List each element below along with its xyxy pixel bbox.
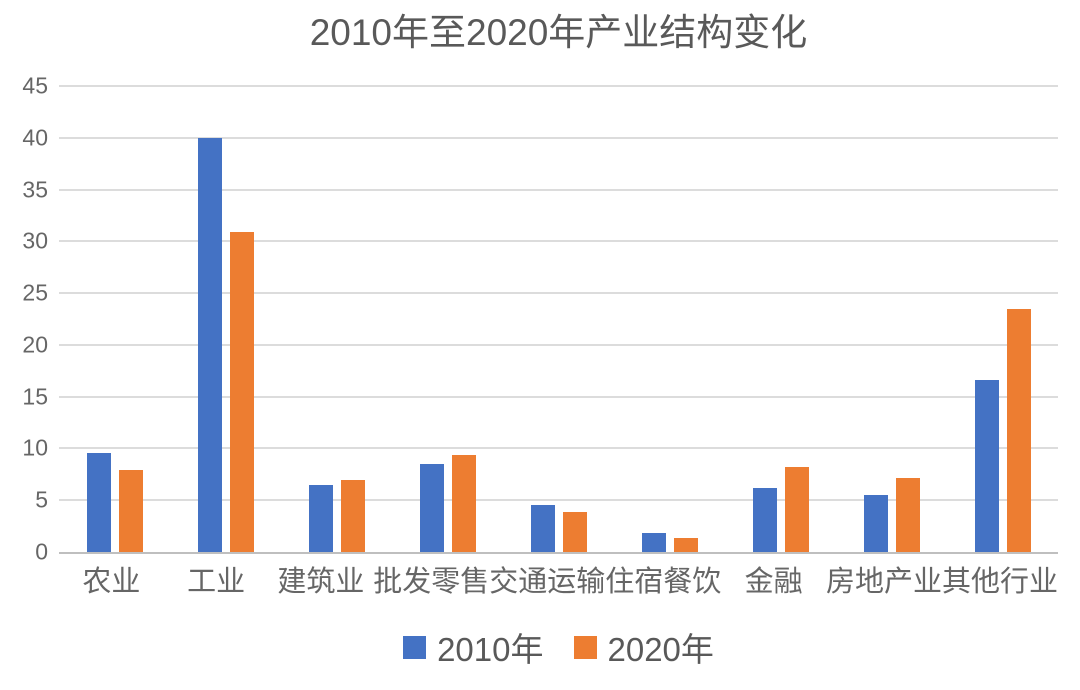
y-tick-label: 15 — [22, 383, 48, 410]
x-category-label: 其他行业 — [942, 566, 1059, 598]
bar-group — [836, 86, 947, 552]
bar-2020 — [784, 467, 809, 552]
legend-label: 2010年 — [437, 631, 544, 668]
bar-2020 — [562, 511, 587, 552]
gridline — [59, 499, 1058, 502]
bar-group — [503, 86, 614, 552]
x-category-label: 交通运输 — [489, 566, 606, 598]
y-tick-label: 45 — [22, 72, 48, 99]
gridline — [59, 292, 1058, 295]
bar-groups — [59, 86, 1058, 552]
bar-2020 — [673, 537, 698, 552]
x-axis-labels: 农业 工业 建筑业 批发零售 交通运输 住宿餐饮 金融 房地产业 其他行业 — [59, 564, 1058, 602]
bar-group — [170, 86, 281, 552]
bar-group — [59, 86, 170, 552]
bar-2020 — [1006, 308, 1031, 552]
y-axis-labels: 0 5 10 15 20 25 30 35 40 45 — [0, 74, 48, 563]
x-category-label: 建筑业 — [277, 566, 365, 598]
legend-item-2010: 2010年 — [403, 623, 544, 671]
bar-group — [725, 86, 836, 552]
gridline — [59, 447, 1058, 450]
bar-2010 — [308, 484, 333, 552]
y-tick-label: 0 — [35, 538, 48, 565]
y-tick-label: 10 — [22, 434, 48, 461]
bar-2010 — [86, 452, 111, 552]
legend: 2010年 2020年 — [59, 624, 1058, 670]
bar-group — [281, 86, 392, 552]
y-tick-label: 25 — [22, 279, 48, 306]
gridline — [59, 136, 1058, 139]
x-category-label: 批发零售 — [373, 566, 490, 598]
bar-2020 — [340, 479, 365, 552]
bar-2020 — [229, 232, 254, 552]
bar-2010 — [974, 380, 999, 552]
y-tick-label: 20 — [22, 331, 48, 358]
x-category-label: 住宿餐饮 — [605, 566, 722, 598]
y-tick-label: 40 — [22, 124, 48, 151]
legend-label: 2020年 — [607, 631, 714, 668]
plot-area — [59, 85, 1058, 554]
bar-2010 — [863, 495, 888, 552]
legend-swatch-icon — [573, 635, 597, 659]
gridline — [59, 395, 1058, 398]
bar-2020 — [895, 478, 920, 552]
legend-swatch-icon — [403, 635, 427, 659]
y-tick-label: 30 — [22, 227, 48, 254]
y-tick-label: 5 — [35, 486, 48, 513]
bar-group — [947, 86, 1058, 552]
x-category-label: 金融 — [744, 566, 803, 598]
bar-2010 — [530, 505, 555, 552]
bar-2010 — [641, 533, 666, 552]
chart-title: 2010年至2020年产业结构变化 — [309, 12, 808, 53]
bar-2010 — [197, 137, 222, 552]
bar-group — [392, 86, 503, 552]
x-category-label: 房地产业 — [825, 566, 942, 598]
bar-2020 — [451, 454, 476, 552]
bar-2010 — [752, 487, 777, 552]
gridline — [59, 343, 1058, 346]
bar-2020 — [118, 470, 143, 552]
bar-group — [614, 86, 725, 552]
bar-2010 — [419, 463, 444, 552]
x-category-label: 农业 — [82, 566, 141, 598]
gridline — [59, 188, 1058, 191]
gridline — [59, 85, 1058, 87]
y-tick-label: 35 — [22, 176, 48, 203]
x-category-label: 工业 — [187, 566, 246, 598]
gridline — [59, 240, 1058, 243]
legend-item-2020: 2020年 — [573, 623, 714, 671]
